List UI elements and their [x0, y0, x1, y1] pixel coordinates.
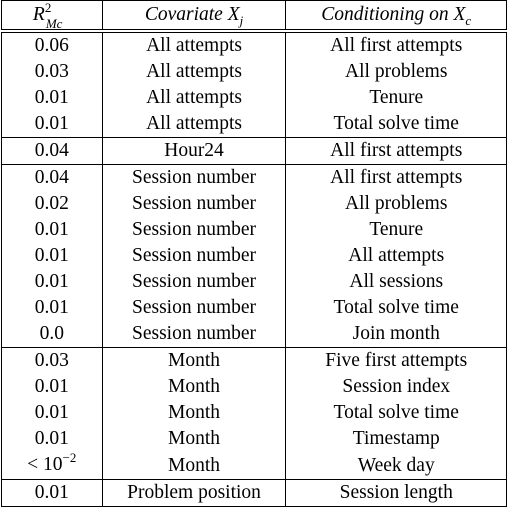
table-row: < 10−2 Month Week day: [1, 450, 507, 480]
cell-r2: 0.04: [1, 137, 103, 165]
cell-r2: 0.01: [1, 400, 103, 426]
cell-conditioning: All first attempts: [285, 29, 507, 59]
cell-covariate: Month: [101, 426, 287, 452]
cell-covariate: All attempts: [101, 29, 287, 59]
cell-r2: 0.01: [1, 269, 103, 295]
cell-r2: 0.02: [1, 191, 103, 217]
table-row: 0.01 Month Session index: [1, 374, 507, 400]
cell-r2: 0.01: [1, 85, 103, 111]
cell-covariate: Session number: [101, 321, 287, 348]
cell-covariate: Session number: [101, 295, 287, 321]
cell-covariate: Session number: [101, 243, 287, 269]
table-row: 0.01 Session number All sessions: [1, 269, 507, 295]
header-r2: R 2 Mc: [1, 0, 103, 32]
cell-r2: 0.01: [1, 243, 103, 269]
cell-covariate: Session number: [101, 217, 287, 243]
cell-conditioning: Session index: [285, 374, 507, 400]
table-row: 0.01 All attempts Tenure: [1, 85, 507, 111]
table-row: 0.01 Month Total solve time: [1, 400, 507, 426]
cell-conditioning: Join month: [285, 321, 507, 348]
cell-r2: 0.03: [1, 347, 103, 374]
cell-r2: 0.01: [1, 295, 103, 321]
table-row: 0.04 Session number All first attempts: [1, 164, 507, 191]
cell-covariate: Month: [101, 374, 287, 400]
cell-conditioning: Total solve time: [285, 295, 507, 321]
cell-covariate: Hour24: [101, 137, 287, 165]
cell-covariate: Session number: [101, 191, 287, 217]
cell-r2: 0.06: [1, 29, 103, 59]
cell-covariate: All attempts: [101, 85, 287, 111]
cell-conditioning: Tenure: [285, 217, 507, 243]
table-row: 0.01 Session number Tenure: [1, 217, 507, 243]
cell-r2: 0.04: [1, 164, 103, 191]
table-row: 0.04 Hour24 All first attempts: [1, 137, 507, 165]
cell-covariate: All attempts: [101, 111, 287, 138]
table-row: 0.01 Session number All attempts: [1, 243, 507, 269]
cell-conditioning: Total solve time: [285, 111, 507, 138]
cell-r2: 0.01: [1, 479, 103, 507]
table-row: 0.01 Month Timestamp: [1, 426, 507, 452]
cell-conditioning: All problems: [285, 59, 507, 85]
table-row: 0.03 All attempts All problems: [1, 59, 507, 85]
cell-conditioning: All first attempts: [285, 164, 507, 191]
table-row: 0.0 Session number Join month: [1, 321, 507, 348]
header-covariate: Covariate Xj: [101, 0, 287, 32]
header-conditioning: Conditioning on Xc: [285, 0, 507, 32]
cell-r2: 0.0: [1, 321, 103, 348]
cell-conditioning: All first attempts: [285, 137, 507, 165]
cell-covariate: All attempts: [101, 59, 287, 85]
cell-conditioning: All sessions: [285, 269, 507, 295]
cell-covariate: Month: [101, 400, 287, 426]
cell-conditioning: Week day: [285, 452, 507, 480]
cell-r2: < 10−2: [1, 450, 103, 480]
table-header-row: R 2 Mc Covariate Xj Conditioning on Xc: [1, 0, 507, 32]
cell-covariate: Session number: [101, 164, 287, 191]
cell-r2: 0.01: [1, 111, 103, 138]
table-row: 0.02 Session number All problems: [1, 191, 507, 217]
table-row: 0.06 All attempts All first attempts: [1, 29, 507, 59]
cell-covariate: Problem position: [101, 479, 287, 507]
cell-conditioning: All problems: [285, 191, 507, 217]
cell-covariate: Month: [101, 452, 287, 480]
cell-conditioning: All attempts: [285, 243, 507, 269]
cell-conditioning: Tenure: [285, 85, 507, 111]
table-row: 0.01 All attempts Total solve time: [1, 111, 507, 138]
cell-r2: 0.03: [1, 59, 103, 85]
cell-covariate: Month: [101, 347, 287, 374]
table-row: 0.01 Session number Total solve time: [1, 295, 507, 321]
cell-conditioning: Timestamp: [285, 426, 507, 452]
table-row: 0.01 Problem position Session length: [1, 479, 507, 507]
table-row: 0.03 Month Five first attempts: [1, 347, 507, 374]
cell-covariate: Session number: [101, 269, 287, 295]
cell-r2: 0.01: [1, 374, 103, 400]
cell-conditioning: Five first attempts: [285, 347, 507, 374]
cell-r2: 0.01: [1, 217, 103, 243]
cell-conditioning: Total solve time: [285, 400, 507, 426]
cell-conditioning: Session length: [285, 479, 507, 507]
cell-r2: 0.01: [1, 426, 103, 452]
